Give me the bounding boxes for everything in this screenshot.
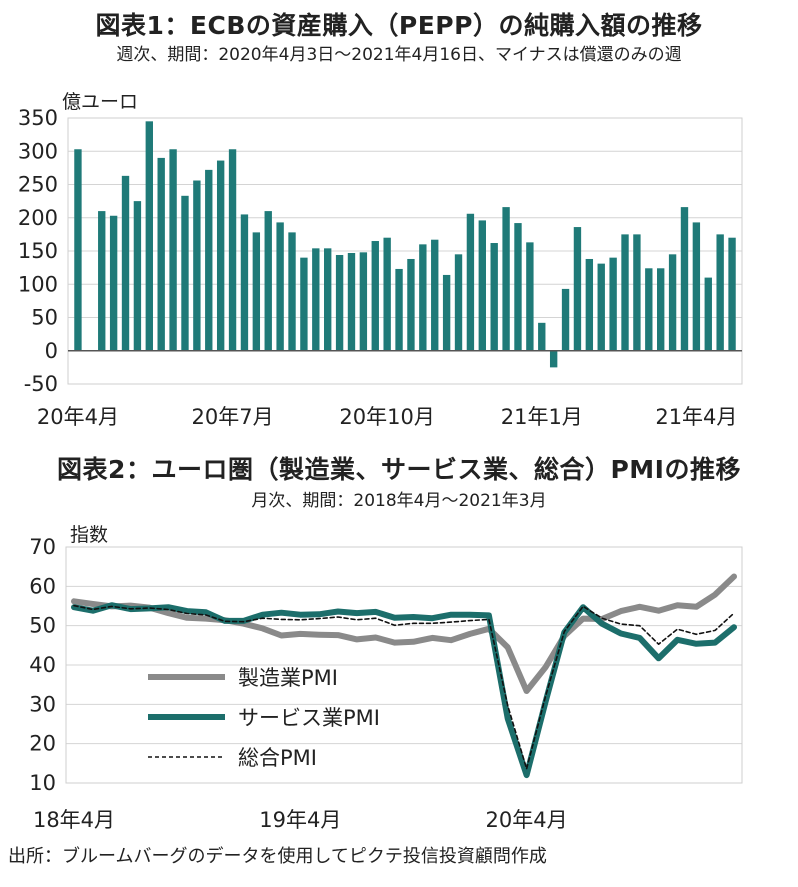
chart1-bar [454,254,463,351]
chart1-y-tick-label: -50 [24,372,58,396]
chart1-bar [228,149,237,351]
chart1-y-tick-label: 200 [18,206,58,230]
chart1-bar [169,149,177,351]
chart1-bar [121,175,130,351]
chart1-bar [704,277,712,351]
chart1-bar [514,223,522,351]
chart1-bar [359,252,368,351]
chart1-x-tick-label: 21年4月 [655,405,737,429]
chart1-bar [645,268,653,351]
chart1-bar [561,288,570,351]
chart1-x-tick-label: 21年1月 [501,405,583,429]
chart2-y-tick-label: 20 [29,732,56,756]
chart1-y-tick-label: 100 [18,272,58,296]
chart1-y-tick-label: 0 [45,339,58,363]
chart2-x-tick-label: 18年4月 [33,808,115,832]
chart1-bar [692,222,701,351]
chart2-y-tick-label: 60 [29,574,56,598]
chart1-bar [716,234,724,351]
chart1-bar [466,213,475,351]
chart1-bar [549,350,558,368]
chart2-y-unit-label: 指数 [70,524,108,546]
chart1-bar [478,220,486,351]
chart2-y-tick-label: 30 [29,692,56,716]
chart1-bar [668,254,677,351]
chart1-bar [145,121,153,351]
chart1-bar [371,241,379,351]
chart2-line-composite [73,604,735,770]
chart1-bar [252,232,261,351]
chart1-bar [585,258,594,351]
chart2-y-tick-label: 40 [29,653,56,677]
chart1-bar [74,149,82,351]
chart2-y-tick-label: 50 [29,614,56,638]
chart1-bar [240,214,249,351]
chart1-bar [193,180,201,351]
chart2-title: 図表2：ユーロ圏（製造業、サービス業、総合）PMIの推移 [57,455,741,484]
chart2-x-tick-label: 20年4月 [486,808,568,832]
chart1-bar [181,195,189,351]
chart1-bar [133,201,142,351]
chart1-y-tick-label: 150 [18,239,58,263]
chart2-legend-manufacturing-label: 製造業PMI [238,666,338,690]
chart1-bar [264,211,272,351]
chart1-bar [657,268,665,351]
chart2-plot-frame [65,546,743,784]
chart1-bar [312,248,320,351]
chart1-bar [490,243,498,351]
chart2-line-services [71,602,737,779]
chart1-bar [276,222,284,351]
chart1-y-tick-label: 300 [18,139,58,163]
chart1-bar [502,207,510,351]
chart1-x-tick-label: 20年7月 [192,405,274,429]
chart1-bar [597,263,605,351]
chart1-bar [324,248,332,351]
chart1-bar [728,237,736,351]
chart1-bar [680,207,689,351]
chart2-subtitle: 月次、期間：2018年4月～2021年3月 [251,491,547,511]
chart1-plot-frame [67,117,743,385]
chart1-bar [300,257,308,351]
chart1-x-tick-label: 20年10月 [339,405,434,429]
chart2-x-tick-label: 19年4月 [259,808,341,832]
chart1-bar [431,239,439,351]
chart1-x-tick-label: 20年4月 [37,405,119,429]
chart1-bar [419,244,427,351]
chart2-legend-composite-label: 総合PMI [238,746,317,770]
chart1-bar [216,160,225,351]
source-note: 出所：ブルームバーグのデータを使用してピクテ投信投資顧問作成 [8,846,547,867]
chart1-bar [157,157,165,351]
chart1-bar [383,237,391,351]
chart1-subtitle: 週次、期間：2020年4月3日～2021年4月16日、マイナスは償還のみの週 [116,45,682,65]
chart1-bar [395,268,403,351]
chart2-legend-services-label: サービス業PMI [238,706,380,730]
chart1-bar [442,274,451,351]
chart1-bar [109,215,118,351]
chart1-bar [621,234,629,351]
chart1-bar [538,322,546,351]
chart1-y-unit-label: 億ユーロ [62,91,138,113]
chart1-bar [633,234,641,351]
chart1-bar [526,242,534,351]
chart1-bar-chart: 350 300 250 200 150 100 50 0 -50 億ユーロ 20年4月 20年7月 20… [18,91,743,429]
chart1-y-tick-label: 50 [31,306,58,330]
chart1-title: 図表1：ECBの資産購入（PEPP）の純購入額の推移 [95,11,703,40]
chart1-bar [288,232,296,351]
chart1-bar [347,252,356,351]
chart1-bar [609,257,617,351]
chart1-bar [205,169,213,351]
chart1-y-tick-label: 350 [18,106,58,130]
chart1-bar [573,227,582,351]
chart1-bar [98,211,106,351]
chart2-y-tick-label: 70 [29,535,56,559]
chart1-bar [335,254,344,351]
chart2-y-tick-label: 10 [29,771,56,795]
chart1-y-tick-label: 250 [18,173,58,197]
chart2-line-manufacturing [71,573,737,694]
chart1-bar [407,258,415,351]
